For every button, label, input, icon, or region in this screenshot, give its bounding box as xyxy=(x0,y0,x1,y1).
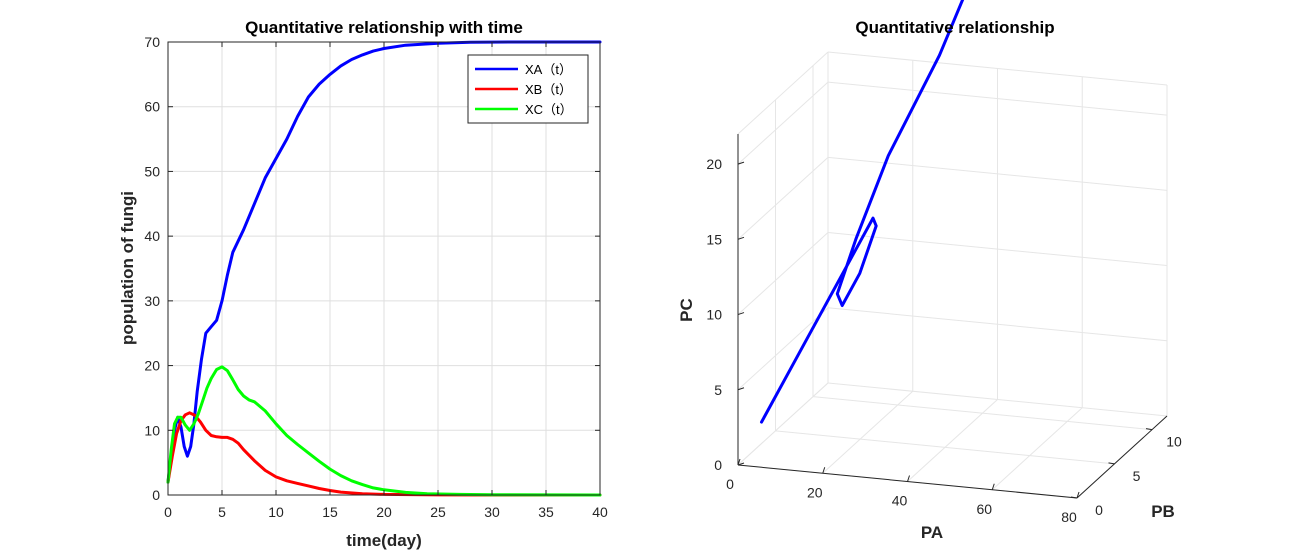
grid-left-z-4 xyxy=(737,81,829,165)
tick-mark-pa-1 xyxy=(822,467,826,474)
tick-label-x: 5 xyxy=(218,504,226,520)
tick-label-pc: 15 xyxy=(706,231,722,247)
edge-top-left xyxy=(737,51,829,135)
tick-mark-pa-0 xyxy=(737,458,741,466)
grid-floor-x-1 xyxy=(822,390,914,474)
tick-mark-pc-2 xyxy=(737,312,745,316)
grid-left-z-3 xyxy=(737,156,829,240)
tick-mark-pb-1 xyxy=(1108,462,1115,465)
plot-time-xlabel: time(day) xyxy=(346,531,422,550)
grid-left-z-2 xyxy=(737,232,829,315)
grid-back-z-4 xyxy=(827,81,1168,116)
tick-mark-pa-3 xyxy=(991,483,995,490)
series-line-xc xyxy=(166,365,602,497)
grid-floor-x-2 xyxy=(907,399,998,482)
tick-label-x: 0 xyxy=(164,504,172,520)
plot-3d-title: Quantitative relationship xyxy=(855,18,1054,37)
plot-3d-xlabel: PA xyxy=(921,523,943,542)
plot-time-series xyxy=(166,40,602,497)
series-line-xa xyxy=(166,40,602,484)
tick-label-y: 60 xyxy=(144,99,160,115)
tick-mark-pa-4 xyxy=(1076,491,1080,499)
tick-label-pc: 20 xyxy=(706,156,722,172)
grid-floor-y-2 xyxy=(812,396,1153,431)
plot-3d-box xyxy=(737,51,1168,499)
tick-label-pa: 40 xyxy=(892,493,908,509)
tick-label-x: 25 xyxy=(430,504,446,520)
plot-3d-ticks: 0 20 40 60 80 0 5 10 0 5 10 15 20 xyxy=(706,156,1182,525)
tick-label-x: 30 xyxy=(484,504,500,520)
grid-floor-x-3 xyxy=(991,407,1083,491)
tick-label-y: 40 xyxy=(144,228,160,244)
legend-label-xc: XC（t） xyxy=(525,102,573,117)
plot-time: 0 5 10 15 20 25 30 35 40 0 10 20 30 40 50 60 70 Quantita… xyxy=(118,18,608,550)
plot-time-legend: XA（t） XB（t） XC（t） xyxy=(467,54,589,124)
plot-time-ylabel: population of fungi xyxy=(118,191,137,345)
plot-3d-zlabel: PC xyxy=(677,298,696,322)
tick-label-pa: 60 xyxy=(976,501,992,517)
tick-label-pa: 0 xyxy=(726,476,734,492)
tick-label-pc: 10 xyxy=(706,307,722,323)
tick-label-y: 70 xyxy=(144,34,160,50)
tick-mark-pc-0 xyxy=(737,462,745,466)
axis-y xyxy=(1076,415,1168,499)
tick-label-pc: 5 xyxy=(714,382,722,398)
tick-label-y: 10 xyxy=(144,422,160,438)
grid-back-z-1 xyxy=(827,307,1168,342)
grid-floor-y-1 xyxy=(775,430,1115,465)
plot-3d: 0 20 40 60 80 0 5 10 0 5 10 15 20 Quantitative relat… xyxy=(677,0,1182,542)
grid-left-z-0 xyxy=(737,382,829,466)
tick-label-x: 10 xyxy=(268,504,284,520)
tick-label-pb: 5 xyxy=(1133,468,1141,484)
tick-mark-pc-4 xyxy=(737,161,745,165)
tick-mark-pb-2 xyxy=(1145,428,1153,431)
plot-3d-ylabel: PB xyxy=(1151,502,1175,521)
legend-label-xa: XA（t） xyxy=(525,62,572,77)
tick-label-pa: 80 xyxy=(1061,509,1077,525)
tick-mark-pc-1 xyxy=(737,387,745,391)
tick-label-x: 20 xyxy=(376,504,392,520)
tick-label-pc: 0 xyxy=(714,457,722,473)
tick-label-x: 35 xyxy=(538,504,554,520)
tick-mark-pb-0 xyxy=(1070,496,1078,499)
tick-label-pb: 10 xyxy=(1166,434,1182,450)
grid-back-z-0 xyxy=(827,382,1168,417)
tick-mark-pc-3 xyxy=(737,236,745,240)
grid-back-z-2 xyxy=(827,232,1168,267)
plot-time-ticks: 0 5 10 15 20 25 30 35 40 0 10 20 30 40 50 60 70 xyxy=(144,34,608,520)
tick-mark-pa-2 xyxy=(907,475,910,482)
series-line-xb xyxy=(166,411,602,497)
grid-left-z-1 xyxy=(737,307,829,391)
plot-time-title: Quantitative relationship with time xyxy=(245,18,523,37)
tick-label-y: 0 xyxy=(152,487,160,503)
tick-label-pa: 20 xyxy=(807,484,823,500)
tick-label-x: 15 xyxy=(322,504,338,520)
edge-top-back xyxy=(827,51,1168,86)
tick-label-pb: 0 xyxy=(1095,502,1103,518)
plot-3d-series xyxy=(760,0,965,424)
tick-label-y: 30 xyxy=(144,293,160,309)
tick-label-y: 50 xyxy=(144,163,160,179)
tick-label-x: 40 xyxy=(592,504,608,520)
trajectory-line-0 xyxy=(760,0,965,424)
legend-label-xb: XB（t） xyxy=(525,82,572,97)
tick-label-y: 20 xyxy=(144,358,160,374)
